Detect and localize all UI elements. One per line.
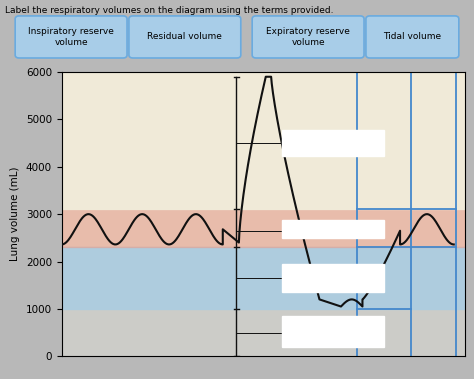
- Bar: [62, 309, 465, 356]
- Bar: [282, 220, 384, 238]
- Bar: [62, 247, 465, 309]
- Bar: [62, 209, 465, 247]
- Y-axis label: Lung volume (mL): Lung volume (mL): [10, 167, 20, 262]
- Text: Tidal volume: Tidal volume: [383, 33, 441, 41]
- Bar: [282, 130, 384, 156]
- Bar: [282, 316, 384, 347]
- Bar: [282, 264, 384, 292]
- Text: Expiratory reserve
volume: Expiratory reserve volume: [266, 27, 350, 47]
- Bar: [62, 72, 465, 209]
- Text: Label the respiratory volumes on the diagram using the terms provided.: Label the respiratory volumes on the dia…: [5, 6, 333, 15]
- Text: Residual volume: Residual volume: [147, 33, 222, 41]
- Text: Inspiratory reserve
volume: Inspiratory reserve volume: [28, 27, 114, 47]
